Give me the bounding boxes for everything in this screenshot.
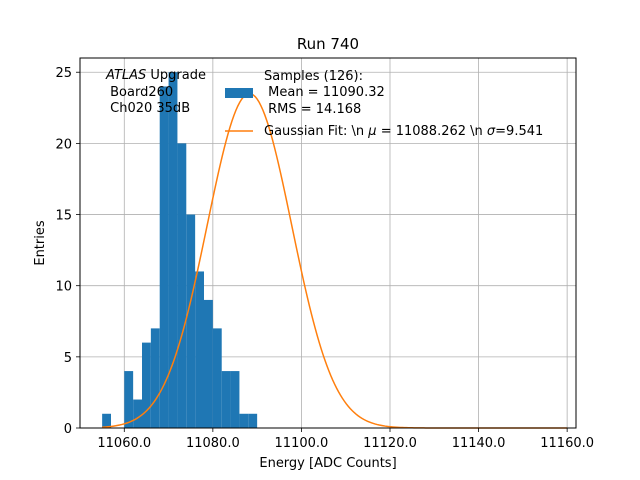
legend: Samples (126): Mean = 11090.32 RMS = 14.… xyxy=(225,69,543,139)
histogram-bar xyxy=(177,143,187,428)
histogram-bar xyxy=(212,328,222,428)
histogram-bar xyxy=(239,413,249,428)
y-tick-label: 10 xyxy=(55,280,72,295)
legend-fit-mu: μ xyxy=(367,124,376,139)
x-tick-label: 11080.0 xyxy=(186,436,240,451)
annotation-upgrade-word: Upgrade xyxy=(146,68,206,83)
x-tick-label: 11160.0 xyxy=(540,436,594,451)
legend-fit-label: Gaussian Fit: \n μ = 11088.262 \n σ=9.54… xyxy=(264,124,543,139)
histogram-bar xyxy=(133,399,142,428)
y-tick-label: 0 xyxy=(64,422,72,437)
x-axis-ticks: 11060.0 11080.0 11100.0 11120.0 11140.0 11160… xyxy=(97,428,594,451)
annotation-line-2: Board260 xyxy=(106,85,173,100)
histogram-bar xyxy=(168,72,178,428)
y-axis-ticks: 0 5 10 15 20 25 xyxy=(55,66,80,437)
y-tick-label: 25 xyxy=(55,66,72,81)
y-tick-label: 15 xyxy=(55,209,72,224)
histogram-bar xyxy=(221,371,231,428)
atlas-annotation: ATLAS Upgrade Board260 Ch020 35dB xyxy=(105,68,206,116)
legend-fit-part-3: =9.541 xyxy=(495,124,543,139)
legend-samples-swatch xyxy=(225,88,253,98)
x-tick-label: 11120.0 xyxy=(363,436,417,451)
histogram-bar xyxy=(248,413,258,428)
x-tick-label: 11060.0 xyxy=(97,436,151,451)
y-tick-label: 5 xyxy=(64,351,72,366)
histogram-bar xyxy=(102,413,111,428)
legend-samples-line-2: Mean = 11090.32 xyxy=(264,85,385,100)
x-tick-label: 11140.0 xyxy=(452,436,506,451)
x-axis-label: Energy [ADC Counts] xyxy=(259,456,396,471)
histogram-bar xyxy=(142,342,151,428)
legend-samples-line-1: Samples (126): xyxy=(264,69,363,84)
histogram-bar xyxy=(150,328,160,428)
legend-fit-sigma: σ xyxy=(487,124,496,139)
histogram-bar xyxy=(124,371,134,428)
legend-samples-line-3: RMS = 14.168 xyxy=(264,102,361,117)
legend-fit-part-2: = 11088.262 \n xyxy=(377,124,487,139)
y-axis-label: Entries xyxy=(33,220,48,266)
chart-title: Run 740 xyxy=(297,35,359,53)
y-tick-label: 20 xyxy=(55,137,72,152)
annotation-line-3: Ch020 35dB xyxy=(106,101,190,116)
x-tick-label: 11100.0 xyxy=(275,436,329,451)
histogram-bar xyxy=(204,299,213,428)
annotation-atlas-word: ATLAS xyxy=(105,68,146,83)
histogram-bar xyxy=(195,271,204,428)
histogram-bars xyxy=(102,72,258,428)
plot-frame xyxy=(79,57,577,429)
histogram-bar xyxy=(186,214,196,428)
histogram-bar xyxy=(159,86,169,428)
annotation-line-1: ATLAS Upgrade xyxy=(105,68,206,83)
legend-fit-part-1: Gaussian Fit: \n xyxy=(264,124,368,139)
histogram-bar xyxy=(230,371,240,428)
